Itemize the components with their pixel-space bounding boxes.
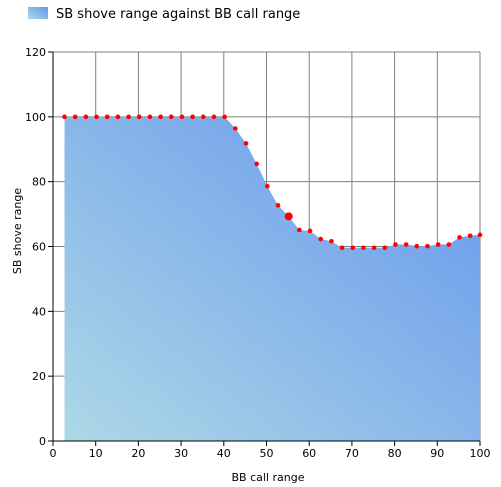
data-point <box>254 161 259 167</box>
data-point <box>339 245 345 251</box>
legend-swatch <box>28 7 48 19</box>
data-point <box>457 235 462 240</box>
data-point <box>233 126 238 131</box>
data-point <box>168 114 174 120</box>
x-tick-label: 100 <box>470 447 491 460</box>
y-tick-label: 20 <box>32 370 46 383</box>
data-point <box>297 227 302 233</box>
data-point <box>243 141 249 146</box>
data-point <box>393 242 398 247</box>
data-point <box>329 239 334 244</box>
data-point <box>435 242 441 247</box>
x-tick-label: 90 <box>430 447 444 460</box>
y-tick-label: 60 <box>32 241 46 254</box>
series-area <box>64 116 481 441</box>
data-point <box>62 114 67 120</box>
x-tick-label: 80 <box>388 447 402 460</box>
x-tick-label: 70 <box>345 447 359 460</box>
data-point <box>403 242 409 247</box>
data-point <box>190 114 195 120</box>
data-point <box>104 114 110 120</box>
data-point <box>211 114 217 120</box>
data-point <box>318 236 324 242</box>
data-point <box>126 114 131 120</box>
data-point <box>147 114 153 120</box>
data-point <box>201 114 206 120</box>
legend: SB shove range against BB call range <box>28 7 300 22</box>
axes <box>48 52 480 446</box>
data-point <box>382 245 388 251</box>
data-point <box>94 114 99 120</box>
data-point <box>265 183 270 189</box>
data-point-highlighted <box>284 212 293 221</box>
data-point <box>72 114 78 120</box>
x-axis-title: BB call range <box>232 471 305 484</box>
data-point <box>371 245 377 251</box>
y-axis-title: SB shove range <box>11 188 24 274</box>
data-point <box>477 232 483 238</box>
data-point <box>158 114 163 120</box>
x-axis-ticks: 0 10 20 30 40 50 60 70 80 90 100 <box>50 441 491 460</box>
data-point <box>275 203 281 208</box>
y-tick-label: 80 <box>32 176 46 189</box>
y-axis-ticks: 0 20 40 60 80 100 120 <box>25 46 53 448</box>
data-point <box>414 243 420 249</box>
legend-label: SB shove range against BB call range <box>56 7 300 22</box>
y-tick-label: 120 <box>25 46 46 59</box>
data-point <box>136 114 142 120</box>
x-tick-label: 40 <box>217 447 231 460</box>
x-tick-label: 30 <box>174 447 188 460</box>
data-point <box>446 242 452 247</box>
y-tick-label: 0 <box>39 435 46 448</box>
x-tick-label: 0 <box>50 447 57 460</box>
x-tick-label: 20 <box>131 447 145 460</box>
data-point <box>361 245 366 251</box>
data-point <box>222 114 227 120</box>
series-markers <box>62 114 483 251</box>
data-point <box>307 228 313 234</box>
data-point <box>467 233 473 239</box>
data-point <box>179 114 185 120</box>
data-point <box>115 114 121 120</box>
x-tick-label: 60 <box>302 447 316 460</box>
data-point <box>425 243 430 249</box>
x-tick-label: 10 <box>89 447 103 460</box>
x-tick-label: 50 <box>260 447 274 460</box>
data-point <box>350 245 356 251</box>
data-point <box>83 114 89 120</box>
y-tick-label: 40 <box>32 305 46 318</box>
y-tick-label: 100 <box>25 111 46 124</box>
